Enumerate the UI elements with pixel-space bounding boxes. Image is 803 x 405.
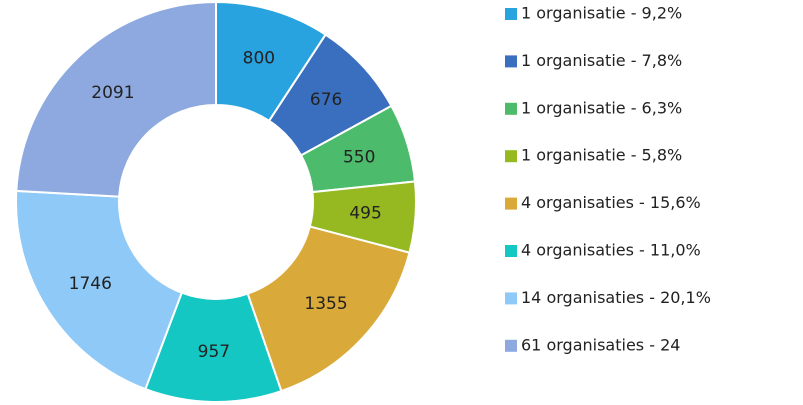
slice-label: 957 (198, 342, 230, 362)
legend-label: 4 organisaties - 11,0% (521, 241, 701, 260)
slice-label: 800 (243, 48, 275, 68)
legend-label: 61 organisaties - 24 (521, 335, 680, 354)
legend-swatch (505, 8, 517, 20)
slice-label: 2091 (91, 83, 134, 103)
slice-label: 550 (343, 147, 375, 167)
slice-label: 1746 (69, 274, 112, 294)
legend-label: 1 organisatie - 6,3% (521, 98, 682, 117)
legend-swatch (505, 55, 517, 68)
donut-slice (246, 225, 411, 393)
donut-slice (15, 189, 184, 391)
slice-label: 1355 (304, 294, 347, 314)
legend-swatch (505, 292, 517, 305)
legend-label: 1 organisatie - 7,8% (521, 51, 682, 70)
legend-swatch (505, 102, 517, 115)
legend-label: 1 organisatie - 5,8% (521, 146, 682, 165)
donut-slice (15, 0, 217, 198)
legend-label: 14 organisaties - 20,1% (521, 288, 711, 307)
legend-swatch (505, 197, 517, 210)
slice-label: 495 (349, 204, 381, 224)
legend-swatch (505, 245, 517, 257)
slice-label: 676 (310, 90, 342, 110)
legend-swatch (505, 339, 517, 352)
legend-label: 1 organisatie - 9,2% (521, 4, 682, 23)
legend-label: 4 organisaties - 15,6% (521, 193, 701, 212)
legend-swatch (505, 150, 517, 163)
